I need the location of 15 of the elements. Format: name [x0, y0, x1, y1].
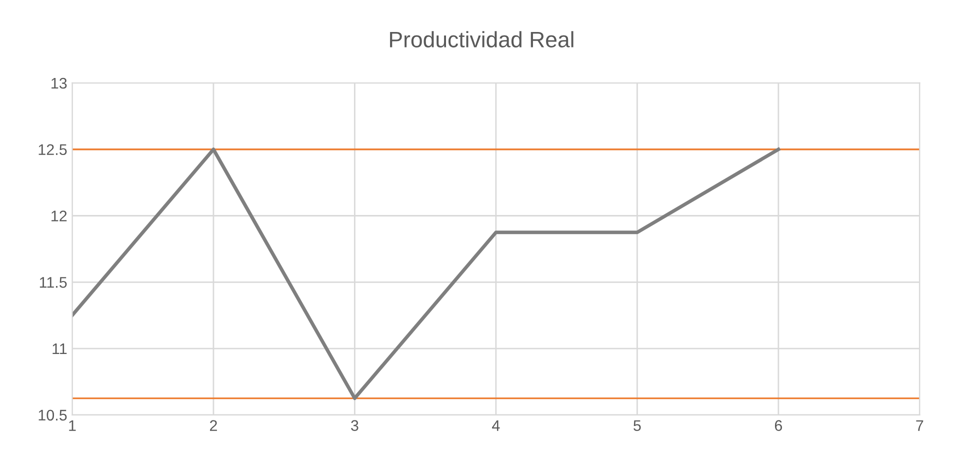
x-tick-label: 5 — [634, 420, 641, 431]
x-tick-label: 7 — [916, 420, 924, 431]
y-tick-label: 12.5 — [38, 144, 67, 156]
x-tick-label: 6 — [774, 420, 782, 431]
x-tick-label: 3 — [351, 420, 358, 431]
y-tick-label: 11 — [52, 344, 67, 354]
x-tick-label: 4 — [492, 420, 500, 431]
y-tick-label: 12 — [52, 210, 67, 222]
y-tick-label: 11.5 — [40, 277, 67, 288]
y-tick-label: 13 — [52, 78, 67, 89]
x-tick-label: 1 — [69, 420, 76, 431]
chart-title: Productividad Real — [390, 31, 574, 48]
x-tick-label: 2 — [210, 420, 217, 431]
line-series — [72, 148, 780, 400]
y-tick-label: 10.5 — [38, 410, 67, 421]
